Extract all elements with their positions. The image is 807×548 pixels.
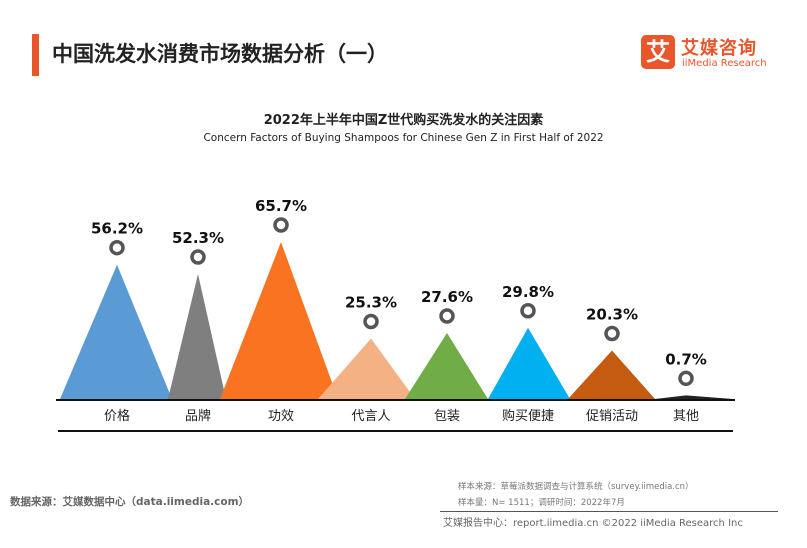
triangle-mark	[488, 327, 570, 399]
data-label: 20.3%	[586, 305, 638, 323]
iimedia-logo-icon: 艾	[641, 35, 675, 69]
category-label: 代言人	[351, 409, 390, 424]
data-label: 0.7%	[665, 350, 707, 368]
title-accent-bar	[32, 34, 39, 76]
data-label: 65.7%	[255, 197, 307, 215]
footer-divider	[440, 511, 778, 512]
data-label: 25.3%	[345, 294, 397, 312]
sample-size: 样本量：N= 1511；调研时间：2022年7月	[458, 498, 625, 508]
logo-text-en: iiMedia Research	[682, 58, 767, 69]
triangle-mark	[318, 338, 415, 399]
category-label: 功效	[268, 409, 294, 424]
triangle-mark	[60, 264, 172, 399]
marker-circle	[363, 313, 379, 330]
triangle-mark	[568, 350, 655, 399]
category-label: 品牌	[185, 408, 211, 424]
data-label: 52.3%	[172, 229, 224, 247]
marker-circle	[520, 303, 536, 319]
marker-circle	[273, 217, 289, 233]
triangle-mark	[220, 242, 338, 399]
category-label: 其他	[673, 409, 699, 424]
category-label: 购买便捷	[502, 408, 554, 424]
triangle-mark	[405, 333, 488, 399]
page-title: 中国洗发水消费市场数据分析（一）	[52, 42, 388, 66]
data-label: 27.6%	[421, 288, 473, 306]
data-label: 29.8%	[502, 283, 554, 301]
logo-text-cn: 艾媒咨询	[681, 38, 757, 59]
triangle-mark	[655, 395, 733, 399]
sample-source: 样本来源：草莓派数据调查与计算系统（survey.iimedia.cn）	[458, 482, 694, 492]
category-label: 促销活动	[586, 409, 638, 424]
marker-circle	[109, 239, 125, 256]
category-label: 价格	[104, 408, 130, 424]
marker-circle	[678, 370, 694, 387]
triangle-mark	[168, 274, 226, 399]
data-source: 数据来源：艾媒数据中心（data.iimedia.com）	[10, 496, 250, 508]
data-label: 56.2%	[91, 220, 143, 238]
report-footer: 艾媒报告中心：report.iimedia.cn ©2022 iiMedia R…	[443, 518, 743, 529]
marker-circle	[439, 308, 455, 324]
marker-circle	[604, 325, 620, 342]
chart-subtitle: Concern Factors of Buying Shampoos for C…	[203, 132, 604, 144]
category-label: 包装	[434, 409, 460, 424]
chart-title: 2022年上半年中国Z世代购买洗发水的关注因素	[263, 113, 544, 128]
marker-circle	[190, 249, 206, 265]
